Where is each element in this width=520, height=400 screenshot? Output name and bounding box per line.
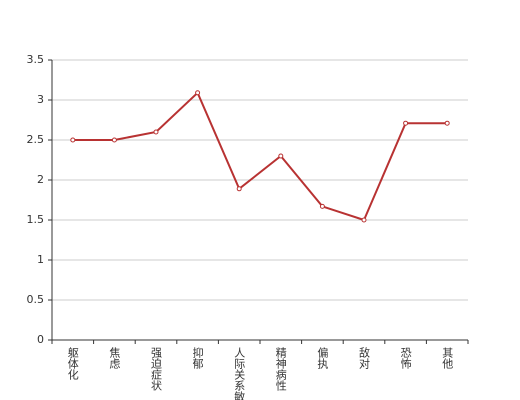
x-tick-label: 人际关系敏感: [233, 347, 246, 400]
x-tick-label: 躯体化: [66, 347, 79, 381]
x-tick-label: 焦虑: [108, 347, 121, 369]
y-tick-label: 1: [37, 253, 44, 266]
x-tick-label: 精神病性: [274, 347, 287, 392]
y-tick-label: 3.5: [27, 53, 45, 66]
data-point: [319, 203, 325, 209]
x-tick-label: 偏执: [316, 346, 329, 370]
data-point: [403, 120, 409, 126]
y-tick-label: 0: [37, 333, 44, 346]
y-tick-label: 3: [37, 93, 44, 106]
data-point: [444, 120, 450, 126]
x-tick-label: 抑郁: [191, 346, 204, 369]
y-tick-label: 2.5: [27, 133, 45, 146]
data-point: [236, 186, 242, 192]
y-tick-label: 2: [37, 173, 44, 186]
y-tick-label: 1.5: [27, 213, 45, 226]
data-point: [111, 137, 117, 143]
data-point: [70, 137, 76, 143]
data-point: [278, 153, 284, 159]
x-tick-label: 强迫症状: [150, 347, 163, 391]
x-tick-label: 敌对: [358, 346, 371, 369]
data-point: [361, 217, 367, 223]
data-point: [153, 129, 159, 135]
y-tick-label: 0.5: [27, 293, 45, 306]
data-point: [195, 90, 201, 96]
data-line: [72, 91, 448, 222]
x-tick-label: 恐怖: [399, 347, 412, 369]
x-tick-label: 其他: [441, 347, 454, 369]
